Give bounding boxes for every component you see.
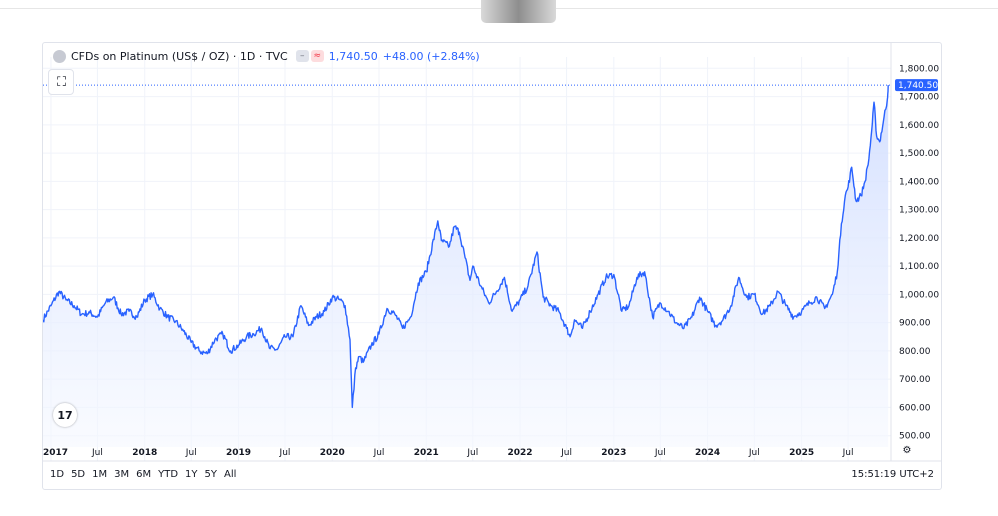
x-tick-label: 2018	[132, 448, 157, 458]
y-tick-label: 1,400.00	[899, 177, 939, 187]
platinum-symbol-icon[interactable]	[53, 49, 66, 63]
y-tick-label: 1,800.00	[899, 64, 939, 74]
top-tab-button[interactable]	[481, 0, 556, 23]
x-tick-label: Jul	[185, 448, 197, 458]
symbol-title[interactable]: CFDs on Platinum (US$ / OZ) · 1D · TVC	[71, 49, 288, 63]
fullscreen-button[interactable]: ⛶	[48, 69, 74, 95]
y-tick-label: 1,000.00	[899, 290, 939, 300]
y-tick-label: 800.00	[899, 347, 931, 357]
range-button-1y[interactable]: 1Y	[185, 469, 198, 480]
x-tick-label: Jul	[466, 448, 478, 458]
x-tick-label: 2020	[320, 448, 345, 458]
x-tick-label: 2022	[508, 448, 533, 458]
y-tick-label: 1,200.00	[899, 234, 939, 244]
price-area-fill	[43, 85, 889, 447]
range-buttons: 1D 5D 1M 3M 6M YTD 1Y 5Y All	[50, 469, 243, 480]
tradingview-logo[interactable]: 17	[53, 403, 77, 427]
y-tick-label: 1,600.00	[899, 121, 939, 131]
y-tick-label: 1,300.00	[899, 206, 939, 216]
x-tick-label: 2021	[414, 448, 439, 458]
last-price-label-bg	[895, 79, 938, 92]
x-tick-label: Jul	[91, 448, 103, 458]
x-tick-label: Jul	[560, 448, 572, 458]
range-button-ytd[interactable]: YTD	[158, 469, 179, 480]
x-tick-label: 2023	[601, 448, 626, 458]
y-tick-label: 700.00	[899, 375, 931, 385]
last-price: 1,740.50	[328, 49, 378, 63]
utc-clock[interactable]: 15:51:19 UTC+2	[851, 469, 934, 480]
x-tick-label: 2025	[789, 448, 814, 458]
y-tick-label: 1,100.00	[899, 262, 939, 272]
settings-gear-icon[interactable]: ⚙	[902, 445, 912, 456]
price-change: +48.00 (+2.84%)	[382, 49, 480, 63]
price-line[interactable]	[43, 85, 889, 409]
x-tick-label: 2017	[43, 448, 68, 458]
x-tick-label: Jul	[748, 448, 760, 458]
y-tick-label: 500.00	[899, 432, 931, 442]
range-button-1d[interactable]: 1D	[50, 469, 65, 480]
chart-legend: CFDs on Platinum (US$ / OZ) · 1D · TVC –…	[53, 48, 480, 64]
x-tick-label: 2024	[695, 448, 720, 458]
compare-icon[interactable]: ≈	[310, 50, 324, 62]
range-button-5d[interactable]: 5D	[71, 469, 86, 480]
x-tick-label: 2019	[226, 448, 251, 458]
range-button-1m[interactable]: 1M	[92, 469, 108, 480]
y-tick-label: 1,500.00	[899, 149, 939, 159]
range-button-6m[interactable]: 6M	[136, 469, 152, 480]
range-button-5y[interactable]: 5Y	[204, 469, 218, 480]
y-tick-label: 1,700.00	[899, 93, 939, 103]
range-button-3m[interactable]: 3M	[114, 469, 130, 480]
range-button-all[interactable]: All	[224, 469, 237, 480]
last-price-label: 1,740.50	[898, 81, 938, 91]
expand-icon: ⛶	[56, 74, 66, 90]
chart-widget: 1,800.00 1,700.00 1,600.00 1,500.00 1,400.00…	[42, 42, 942, 490]
minus-icon[interactable]: –	[295, 50, 309, 62]
y-tick-label: 900.00	[899, 319, 931, 329]
price-chart[interactable]: 1,800.00 1,700.00 1,600.00 1,500.00 1,400.00…	[43, 43, 941, 489]
x-tick-label: Jul	[842, 448, 854, 458]
y-tick-label: 600.00	[899, 403, 931, 413]
x-tick-label: Jul	[654, 448, 666, 458]
x-tick-label: Jul	[279, 448, 291, 458]
x-tick-label: Jul	[373, 448, 385, 458]
